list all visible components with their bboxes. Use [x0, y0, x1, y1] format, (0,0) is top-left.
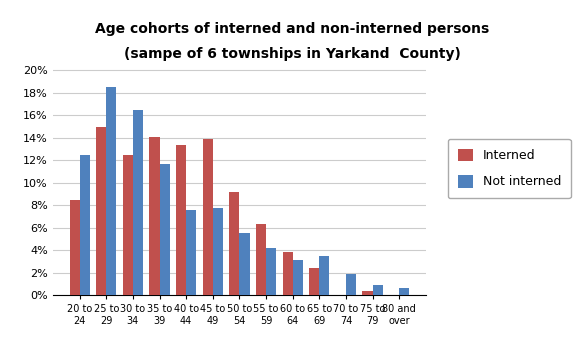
- Bar: [213, 207, 223, 295]
- Bar: [399, 288, 409, 295]
- Bar: [283, 252, 293, 295]
- Bar: [363, 291, 373, 295]
- Bar: [159, 164, 170, 295]
- Bar: [373, 285, 383, 295]
- Bar: [123, 155, 133, 295]
- Text: (sampe of 6 townships in Yarkand  County): (sampe of 6 townships in Yarkand County): [124, 47, 460, 61]
- Bar: [150, 137, 159, 295]
- Bar: [106, 87, 116, 295]
- Bar: [96, 127, 106, 295]
- Bar: [230, 192, 239, 295]
- Bar: [319, 256, 329, 295]
- Bar: [69, 200, 79, 295]
- Bar: [186, 210, 196, 295]
- Bar: [176, 145, 186, 295]
- Bar: [256, 224, 266, 295]
- Bar: [266, 248, 276, 295]
- Bar: [293, 260, 303, 295]
- Bar: [346, 274, 356, 295]
- Text: Age cohorts of interned and non-interned persons: Age cohorts of interned and non-interned…: [95, 22, 489, 36]
- Bar: [133, 110, 143, 295]
- Bar: [203, 139, 213, 295]
- Bar: [309, 268, 319, 295]
- Legend: Interned, Not interned: Interned, Not interned: [447, 139, 571, 198]
- Bar: [239, 233, 249, 295]
- Bar: [79, 155, 90, 295]
